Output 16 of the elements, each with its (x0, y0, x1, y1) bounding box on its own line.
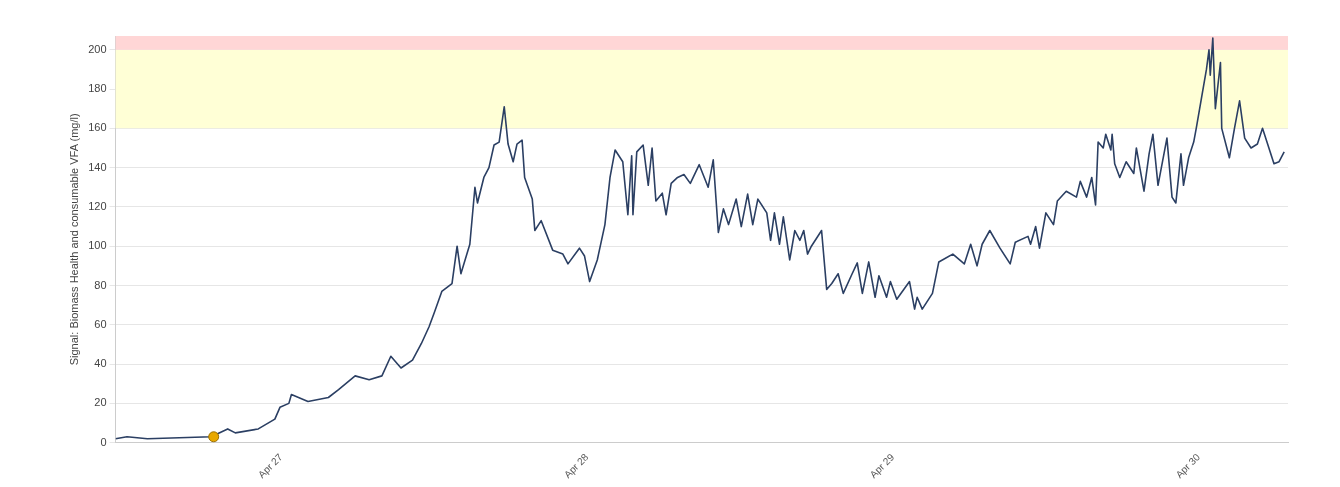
x-tick-label: Apr 30 (1173, 451, 1203, 481)
y-tick-label: 100 (88, 239, 107, 252)
x-tick-label: Apr 29 (867, 451, 897, 481)
y-tick-label: 40 (94, 357, 107, 370)
y-tick-label: 0 (100, 435, 107, 448)
y-tick-label: 60 (94, 317, 107, 330)
y-tick-label: 160 (88, 121, 107, 134)
x-tick-label: Apr 27 (255, 451, 285, 481)
y-axis-title: Signal: Biomass Health and consumable VFA (mg/l) (67, 113, 80, 366)
y-tick-label: 180 (88, 82, 107, 95)
y-tick-label: 140 (88, 160, 107, 173)
y-tick-label: 80 (94, 278, 107, 291)
x-tick-label: Apr 28 (561, 451, 591, 481)
y-tick-label: 20 (94, 396, 107, 409)
y-tick-label: 120 (88, 199, 107, 212)
y-tick-label: 200 (88, 42, 107, 55)
